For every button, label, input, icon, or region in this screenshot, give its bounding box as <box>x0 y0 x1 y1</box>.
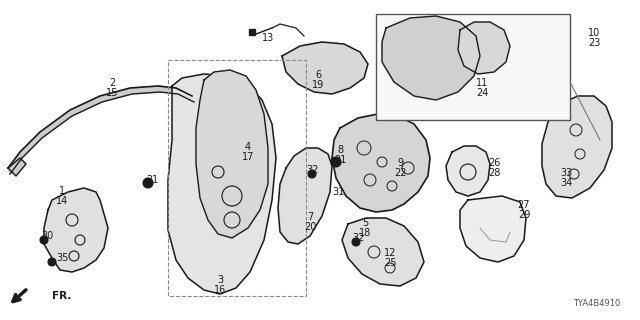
Polygon shape <box>446 146 490 196</box>
Text: 35: 35 <box>56 253 68 263</box>
Bar <box>376 14 570 120</box>
Polygon shape <box>8 158 26 176</box>
Polygon shape <box>460 196 526 262</box>
Circle shape <box>48 258 56 266</box>
Text: 5
18: 5 18 <box>359 218 371 238</box>
Circle shape <box>40 236 48 244</box>
Text: 2
15: 2 15 <box>106 78 118 99</box>
Text: 12
25: 12 25 <box>384 248 396 268</box>
Text: 8
21: 8 21 <box>334 145 346 165</box>
Bar <box>168 60 306 296</box>
Text: 27
29: 27 29 <box>518 200 531 220</box>
Polygon shape <box>196 70 268 238</box>
Text: 10
23: 10 23 <box>588 28 600 48</box>
Polygon shape <box>458 22 510 74</box>
Circle shape <box>143 178 153 188</box>
Polygon shape <box>332 114 430 212</box>
Text: FR.: FR. <box>52 291 72 301</box>
Text: 13: 13 <box>262 33 274 43</box>
Polygon shape <box>44 188 108 272</box>
Text: 3
16: 3 16 <box>214 275 226 295</box>
Text: 6
19: 6 19 <box>312 70 324 91</box>
Polygon shape <box>342 218 424 286</box>
Text: 30: 30 <box>41 231 53 241</box>
Text: 32: 32 <box>352 233 364 243</box>
Polygon shape <box>282 42 368 94</box>
Text: 31: 31 <box>332 187 344 197</box>
Polygon shape <box>8 86 194 174</box>
Text: 26
28: 26 28 <box>488 158 500 179</box>
Text: TYA4B4910: TYA4B4910 <box>573 299 620 308</box>
Text: 31: 31 <box>146 175 158 185</box>
Polygon shape <box>542 96 612 198</box>
Text: 4
17: 4 17 <box>242 141 254 163</box>
Text: 32: 32 <box>306 165 318 175</box>
Circle shape <box>308 170 316 178</box>
Text: 7
20: 7 20 <box>304 212 316 232</box>
Text: 9
22: 9 22 <box>394 158 406 179</box>
Polygon shape <box>278 148 332 244</box>
Polygon shape <box>382 16 480 100</box>
Circle shape <box>352 238 360 246</box>
Text: 11
24: 11 24 <box>476 78 488 99</box>
Text: 1
14: 1 14 <box>56 186 68 206</box>
Circle shape <box>331 157 341 167</box>
Text: 33
34: 33 34 <box>560 168 572 188</box>
Polygon shape <box>168 74 276 294</box>
